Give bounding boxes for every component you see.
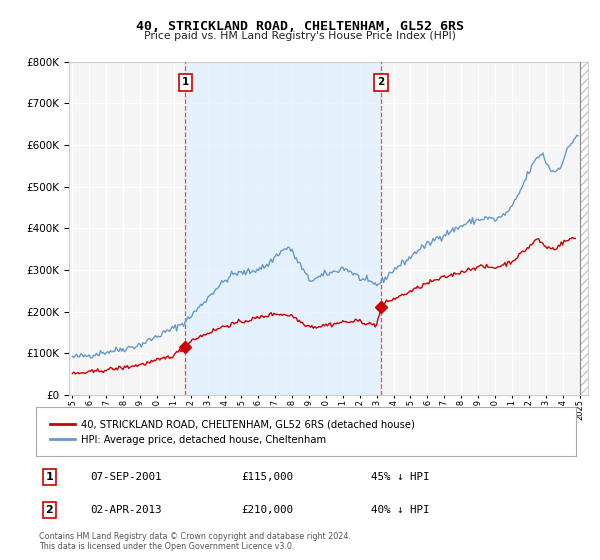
Text: £210,000: £210,000 bbox=[241, 505, 293, 515]
Text: 1: 1 bbox=[46, 472, 53, 482]
Text: 1: 1 bbox=[182, 77, 189, 87]
Text: 40, STRICKLAND ROAD, CHELTENHAM, GL52 6RS: 40, STRICKLAND ROAD, CHELTENHAM, GL52 6R… bbox=[136, 20, 464, 32]
Text: Contains HM Land Registry data © Crown copyright and database right 2024.
This d: Contains HM Land Registry data © Crown c… bbox=[39, 532, 351, 552]
Text: 07-SEP-2001: 07-SEP-2001 bbox=[90, 472, 161, 482]
Text: 45% ↓ HPI: 45% ↓ HPI bbox=[371, 472, 430, 482]
Text: 2: 2 bbox=[377, 77, 385, 87]
Text: 02-APR-2013: 02-APR-2013 bbox=[90, 505, 161, 515]
Text: Price paid vs. HM Land Registry's House Price Index (HPI): Price paid vs. HM Land Registry's House … bbox=[144, 31, 456, 41]
Bar bbox=[185, 62, 381, 395]
Text: 40% ↓ HPI: 40% ↓ HPI bbox=[371, 505, 430, 515]
Legend: 40, STRICKLAND ROAD, CHELTENHAM, GL52 6RS (detached house), HPI: Average price, : 40, STRICKLAND ROAD, CHELTENHAM, GL52 6R… bbox=[46, 415, 419, 449]
Bar bbox=[580, 62, 588, 395]
Text: 2: 2 bbox=[46, 505, 53, 515]
Text: £115,000: £115,000 bbox=[241, 472, 293, 482]
